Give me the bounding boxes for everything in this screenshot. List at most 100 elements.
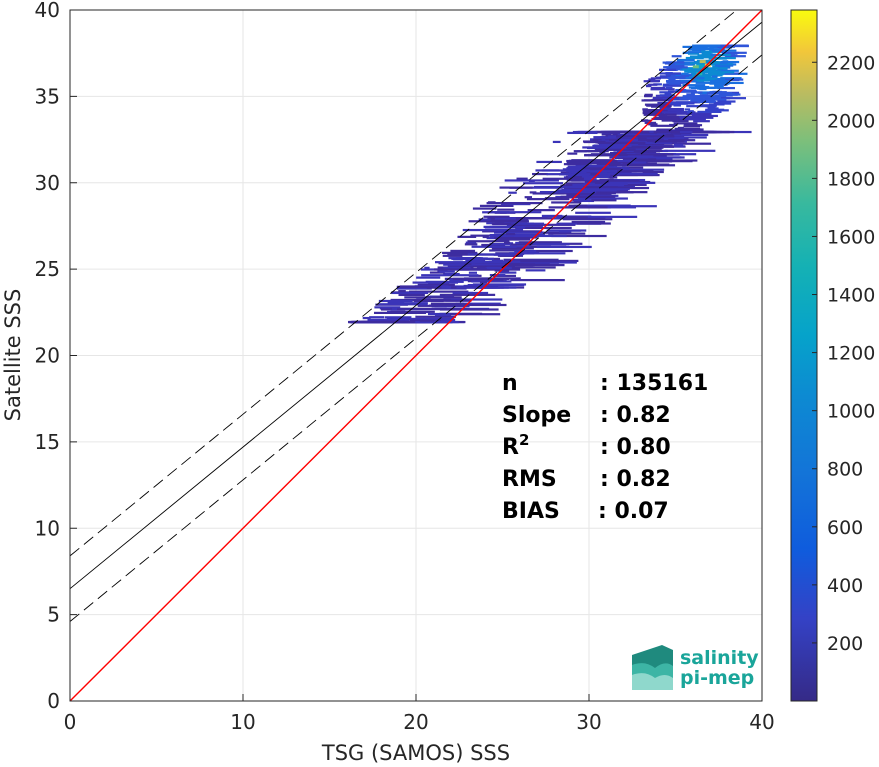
colorbar-tick-label: 1400 xyxy=(827,285,875,307)
density-cell xyxy=(723,44,740,47)
density-cell xyxy=(415,315,456,318)
density-cell xyxy=(679,77,705,80)
density-cell xyxy=(486,201,543,205)
density-cell xyxy=(645,109,661,112)
density-cell xyxy=(610,173,654,177)
density-cell xyxy=(516,226,526,229)
colorbar-tick-label: 2200 xyxy=(827,52,875,74)
density-cell xyxy=(560,195,616,198)
density-cell xyxy=(693,120,710,123)
density-cell xyxy=(665,79,681,83)
density-cell xyxy=(532,172,548,176)
density-cell xyxy=(634,160,693,163)
density-cell xyxy=(505,232,516,236)
density-cell xyxy=(709,96,727,99)
density-cell xyxy=(489,249,522,252)
density-cell xyxy=(390,298,452,302)
density-peak-cell xyxy=(704,63,711,67)
density-cell xyxy=(709,50,716,53)
density-cell xyxy=(499,186,533,189)
density-cell xyxy=(656,113,665,116)
density-cell xyxy=(681,72,689,75)
density-cell xyxy=(671,55,682,58)
density-cell xyxy=(653,136,707,139)
density-cell xyxy=(594,186,650,190)
y-tick-label: 0 xyxy=(47,689,60,713)
density-cell xyxy=(719,47,725,50)
density-cell xyxy=(710,57,736,60)
density-cell xyxy=(587,215,638,218)
density-cell xyxy=(668,64,685,67)
density-cell xyxy=(673,143,684,146)
density-cell xyxy=(584,181,602,184)
density-cell xyxy=(479,204,514,207)
density-cell xyxy=(644,93,653,96)
density-cell xyxy=(697,87,704,90)
density-cell xyxy=(656,129,674,132)
density-cell xyxy=(434,261,476,264)
density-cell xyxy=(541,214,563,218)
density-cell xyxy=(583,182,595,185)
density-cell xyxy=(472,207,497,210)
density-cell xyxy=(623,141,672,145)
density-cell xyxy=(689,55,713,58)
density-cell xyxy=(720,60,735,64)
density-cell xyxy=(573,150,609,153)
density-cell xyxy=(471,280,512,283)
density-cell xyxy=(682,117,699,120)
density-cell xyxy=(666,103,675,106)
density-heatmap xyxy=(347,44,752,324)
colorbar-tick-label: 1600 xyxy=(827,226,875,248)
density-cell xyxy=(424,266,430,269)
density-cell xyxy=(373,311,427,315)
y-tick-label: 10 xyxy=(35,516,60,540)
density-cell xyxy=(443,272,460,276)
density-cell xyxy=(541,169,590,172)
density-cell xyxy=(633,149,663,152)
density-cell xyxy=(707,63,733,66)
density-cell xyxy=(678,63,695,66)
density-cell xyxy=(445,307,468,311)
density-cell xyxy=(427,312,450,316)
density-cell xyxy=(470,260,492,263)
stat-label: R2 xyxy=(502,431,529,460)
density-cell xyxy=(508,191,517,194)
density-cell xyxy=(588,146,627,149)
density-cell xyxy=(383,320,406,324)
density-cell xyxy=(682,84,706,87)
density-cell xyxy=(526,198,570,201)
density-cell xyxy=(396,287,432,290)
stat-value: : 135161 xyxy=(600,371,708,396)
density-cell xyxy=(631,145,675,148)
density-cell xyxy=(563,187,584,190)
density-cell xyxy=(546,229,582,232)
density-cell xyxy=(439,308,499,311)
density-cell xyxy=(702,78,711,81)
density-cell xyxy=(712,90,723,94)
density-cell xyxy=(714,85,724,88)
density-cell xyxy=(572,130,598,134)
density-cell xyxy=(528,179,535,182)
density-cell xyxy=(510,278,565,282)
density-cell xyxy=(683,125,701,128)
x-tick-label: 30 xyxy=(576,710,601,734)
density-cell xyxy=(556,189,617,192)
density-cell xyxy=(687,70,705,74)
density-cell xyxy=(704,61,730,64)
density-cell xyxy=(688,110,694,113)
density-cell xyxy=(706,53,731,57)
density-cell xyxy=(692,74,707,77)
density-cell xyxy=(618,138,638,142)
density-cell xyxy=(610,132,621,135)
density-cell xyxy=(356,320,395,324)
density-cell xyxy=(647,79,661,83)
density-cell xyxy=(515,223,576,226)
density-cell xyxy=(676,61,696,64)
density-cell xyxy=(434,287,467,290)
density-cell xyxy=(453,258,463,261)
density-cell xyxy=(680,128,704,131)
density-cell xyxy=(652,140,685,143)
density-cell xyxy=(491,247,534,250)
density-cell xyxy=(527,261,577,264)
density-cell xyxy=(702,52,712,55)
